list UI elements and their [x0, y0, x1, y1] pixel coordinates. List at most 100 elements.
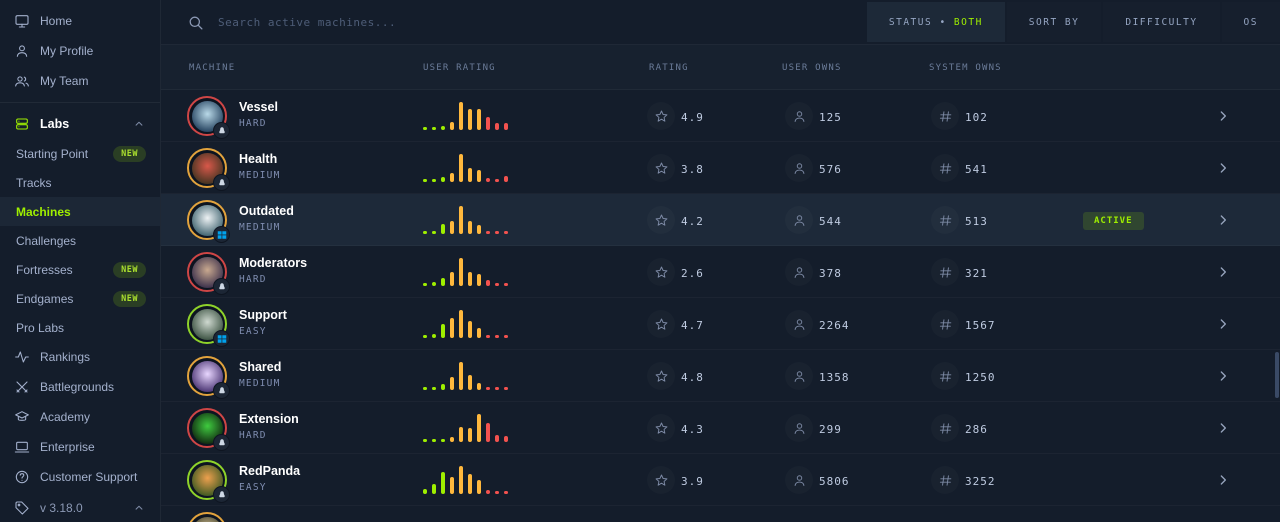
histogram-bar — [441, 278, 445, 286]
linux-icon — [213, 122, 230, 139]
chevron-right-icon[interactable] — [1215, 212, 1231, 228]
chevron-right-icon[interactable] — [1215, 108, 1231, 124]
col-user-rating: USER RATING — [423, 63, 496, 73]
system-owns-value: 541 — [965, 163, 988, 176]
hash-icon — [931, 102, 959, 130]
system-owns-value: 513 — [965, 215, 988, 228]
machine-info: Moderators HARD — [239, 256, 307, 285]
histogram-bar — [468, 428, 472, 442]
system-owns-value: 286 — [965, 423, 988, 436]
filter-difficulty-button[interactable]: DIFFICULTY — [1103, 2, 1220, 42]
sidebar-item-academy[interactable]: Academy — [0, 402, 160, 432]
chevron-right-icon[interactable] — [1215, 160, 1231, 176]
rating-value: 3.8 — [681, 163, 704, 176]
sidebar-item-label: Endgames — [16, 291, 74, 306]
machine-name: Extension — [239, 412, 299, 426]
machine-avatar — [187, 252, 230, 295]
hash-icon — [931, 258, 959, 286]
sidebar-item-my-profile[interactable]: My Profile — [0, 36, 160, 66]
linux-icon — [213, 486, 230, 503]
histogram-bar — [450, 122, 454, 130]
filter-os-button[interactable]: OS — [1221, 2, 1280, 42]
machine-row-outdated[interactable]: Outdated MEDIUM 4.2 544 513 ACTIVE — [161, 194, 1280, 246]
active-badge: ACTIVE — [1083, 212, 1144, 230]
machine-name: RedPanda — [239, 464, 301, 478]
star-icon — [647, 154, 675, 182]
machine-row-shared[interactable]: Shared MEDIUM 4.8 1358 1250 — [161, 350, 1280, 402]
filter-status-button[interactable]: STATUS • BOTH — [866, 2, 1005, 42]
search-input[interactable] — [218, 15, 638, 29]
filter-label: SORT BY — [1028, 16, 1080, 28]
difficulty-label: EASY — [239, 326, 267, 337]
chevron-right-icon[interactable] — [1215, 316, 1231, 332]
histogram-bar — [495, 283, 499, 286]
difficulty-label: MEDIUM — [239, 222, 281, 233]
sidebar-item-label: Customer Support — [40, 470, 138, 484]
machine-name: Shared — [239, 360, 282, 374]
machine-info: Support EASY — [239, 308, 287, 337]
monitor-icon — [14, 13, 30, 29]
user-owns-value: 576 — [819, 163, 842, 176]
machine-row-support[interactable]: Support EASY 4.7 2264 1567 — [161, 298, 1280, 350]
sidebar-item-challenges[interactable]: Challenges — [0, 226, 160, 255]
machine-info: Shared MEDIUM — [239, 360, 281, 389]
scrollbar-thumb[interactable] — [1275, 352, 1279, 398]
sidebar-item-fortresses[interactable]: Fortresses NEW — [0, 255, 160, 284]
histogram-bar — [459, 427, 463, 442]
search-bar[interactable] — [161, 14, 867, 31]
histogram-bar — [432, 282, 436, 286]
star-icon — [647, 258, 675, 286]
histogram-bar — [495, 335, 499, 338]
col-system-owns: SYSTEM OWNS — [929, 63, 1002, 73]
sidebar-item-labs[interactable]: Labs — [0, 109, 160, 139]
histogram-bar — [459, 362, 463, 390]
col-rating: RATING — [649, 63, 689, 73]
machine-row-moderators[interactable]: Moderators HARD 2.6 378 321 — [161, 246, 1280, 298]
user-icon — [785, 258, 813, 286]
machine-row-partial[interactable] — [161, 506, 1280, 522]
sidebar-item-label: Enterprise — [40, 440, 95, 454]
sidebar-item-rankings[interactable]: Rankings — [0, 342, 160, 372]
user-owns-value: 299 — [819, 423, 842, 436]
machine-row-redpanda[interactable]: RedPanda EASY 3.9 5806 3252 — [161, 454, 1280, 506]
machine-name: Health — [239, 152, 278, 166]
sidebar-item-starting-point[interactable]: Starting Point NEW — [0, 139, 160, 168]
rating-value: 4.8 — [681, 371, 704, 384]
sidebar-item-tracks[interactable]: Tracks — [0, 168, 160, 197]
histogram-bar — [504, 283, 508, 286]
filter-sort-by-button[interactable]: SORT BY — [1006, 2, 1102, 42]
user-icon — [785, 310, 813, 338]
histogram-bar — [468, 221, 472, 234]
activity-icon — [14, 349, 30, 365]
linux-icon — [213, 278, 230, 295]
chevron-right-icon[interactable] — [1215, 420, 1231, 436]
histogram-bar — [441, 177, 445, 182]
chevron-right-icon[interactable] — [1215, 472, 1231, 488]
histogram-bar — [468, 474, 472, 494]
sidebar-item-customer-support[interactable]: Customer Support — [0, 462, 160, 492]
chevron-right-icon[interactable] — [1215, 264, 1231, 280]
sidebar-item-endgames[interactable]: Endgames NEW — [0, 284, 160, 313]
system-owns-value: 3252 — [965, 475, 996, 488]
sidebar-item-v-3.18.0[interactable]: v 3.18.0 — [0, 492, 160, 522]
hash-icon — [931, 362, 959, 390]
sidebar-item-battlegrounds[interactable]: Battlegrounds — [0, 372, 160, 402]
sidebar-item-machines[interactable]: Machines — [0, 197, 160, 226]
histogram-bar — [504, 231, 508, 234]
chevron-right-icon[interactable] — [1215, 368, 1231, 384]
machine-row-vessel[interactable]: Vessel HARD 4.9 125 102 — [161, 90, 1280, 142]
machine-row-health[interactable]: Health MEDIUM 3.8 576 541 — [161, 142, 1280, 194]
system-owns-value: 321 — [965, 267, 988, 280]
sidebar-item-home[interactable]: Home — [0, 6, 160, 36]
user-rating-histogram — [423, 413, 523, 442]
histogram-bar — [477, 170, 481, 182]
sidebar-item-my-team[interactable]: My Team — [0, 66, 160, 96]
col-user-owns: USER OWNS — [782, 63, 842, 73]
machine-row-extension[interactable]: Extension HARD 4.3 299 286 — [161, 402, 1280, 454]
user-owns-value: 1358 — [819, 371, 850, 384]
swords-icon — [14, 379, 30, 395]
sidebar-item-enterprise[interactable]: Enterprise — [0, 432, 160, 462]
rating-value: 4.7 — [681, 319, 704, 332]
sidebar-item-pro-labs[interactable]: Pro Labs — [0, 313, 160, 342]
machine-info: Health MEDIUM — [239, 152, 281, 181]
